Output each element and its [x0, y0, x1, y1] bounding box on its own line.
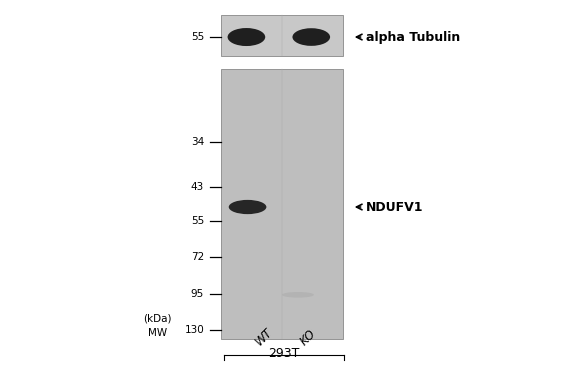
Text: (kDa): (kDa)	[144, 313, 172, 324]
Text: 43: 43	[191, 182, 204, 192]
Text: KO: KO	[298, 327, 319, 349]
FancyBboxPatch shape	[222, 69, 343, 339]
Text: MW: MW	[148, 328, 168, 338]
Text: 293T: 293T	[268, 347, 300, 361]
FancyBboxPatch shape	[222, 14, 343, 56]
Ellipse shape	[229, 200, 267, 214]
Text: 34: 34	[191, 137, 204, 147]
Ellipse shape	[228, 28, 265, 46]
Text: alpha Tubulin: alpha Tubulin	[366, 31, 460, 43]
Text: 55: 55	[191, 32, 204, 42]
Text: 72: 72	[191, 251, 204, 262]
Ellipse shape	[282, 292, 314, 297]
Text: 95: 95	[191, 289, 204, 299]
Ellipse shape	[292, 28, 330, 46]
Text: 55: 55	[191, 216, 204, 226]
Text: NDUFV1: NDUFV1	[366, 200, 424, 214]
Text: 130: 130	[184, 325, 204, 335]
Text: WT: WT	[253, 326, 275, 349]
